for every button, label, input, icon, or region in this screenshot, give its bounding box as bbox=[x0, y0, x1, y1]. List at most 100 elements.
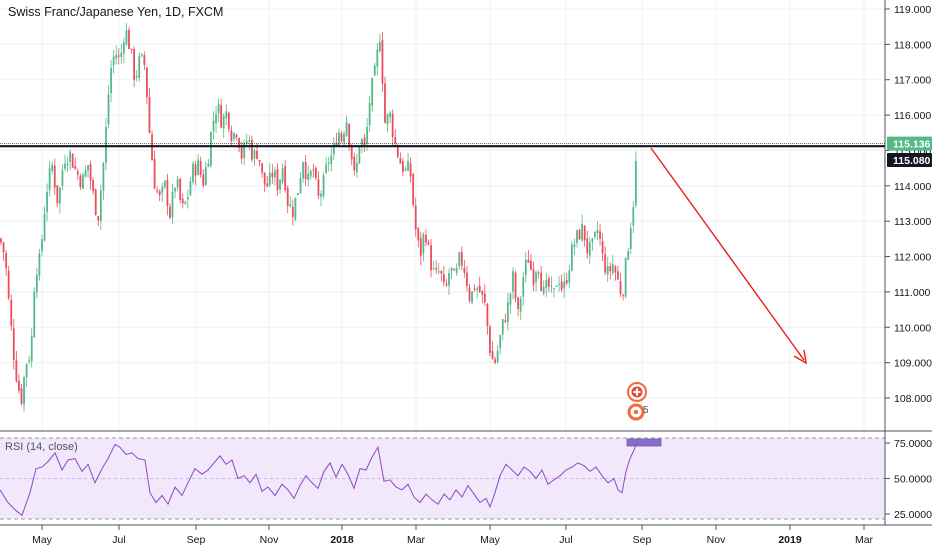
candle[interactable] bbox=[286, 185, 289, 214]
candle[interactable] bbox=[217, 98, 220, 123]
candle[interactable] bbox=[320, 190, 322, 207]
candle[interactable] bbox=[297, 193, 299, 196]
candle[interactable] bbox=[601, 233, 604, 262]
last-price-tag[interactable]: 115.136 bbox=[887, 136, 932, 151]
candle[interactable] bbox=[332, 137, 335, 160]
candle[interactable] bbox=[94, 188, 97, 216]
candle[interactable] bbox=[12, 318, 15, 370]
candle[interactable] bbox=[56, 185, 59, 207]
candle[interactable] bbox=[547, 275, 550, 293]
candle[interactable] bbox=[163, 180, 166, 190]
candle[interactable] bbox=[611, 255, 614, 276]
candle[interactable] bbox=[112, 50, 115, 74]
candle[interactable] bbox=[53, 158, 56, 195]
candle[interactable] bbox=[74, 157, 77, 171]
candle[interactable] bbox=[394, 129, 397, 147]
candle[interactable] bbox=[135, 70, 138, 82]
candle[interactable] bbox=[258, 160, 261, 167]
candle[interactable] bbox=[250, 135, 253, 162]
candle[interactable] bbox=[148, 87, 151, 134]
candle[interactable] bbox=[466, 265, 468, 292]
candle[interactable] bbox=[417, 227, 420, 248]
candle[interactable] bbox=[276, 163, 279, 197]
candle[interactable] bbox=[0, 237, 2, 245]
candle[interactable] bbox=[460, 246, 463, 271]
candle[interactable] bbox=[599, 223, 601, 246]
candle[interactable] bbox=[494, 356, 496, 365]
candle[interactable] bbox=[524, 251, 527, 283]
candle[interactable] bbox=[437, 262, 440, 275]
candle[interactable] bbox=[23, 375, 25, 413]
candle[interactable] bbox=[38, 248, 41, 281]
price-pane[interactable] bbox=[0, 0, 885, 430]
candle[interactable] bbox=[43, 206, 46, 242]
candle[interactable] bbox=[33, 287, 36, 338]
candle[interactable] bbox=[15, 350, 18, 383]
candle[interactable] bbox=[353, 152, 356, 176]
candle[interactable] bbox=[537, 270, 540, 280]
candle[interactable] bbox=[179, 177, 182, 204]
candle[interactable] bbox=[581, 214, 584, 243]
candle[interactable] bbox=[565, 272, 568, 286]
candle[interactable] bbox=[578, 228, 581, 240]
candle[interactable] bbox=[238, 137, 240, 152]
candle[interactable] bbox=[76, 168, 79, 180]
candle[interactable] bbox=[609, 262, 612, 280]
candle[interactable] bbox=[97, 215, 100, 227]
candle[interactable] bbox=[46, 183, 48, 222]
candle[interactable] bbox=[128, 26, 130, 50]
candle[interactable] bbox=[517, 296, 520, 317]
candle[interactable] bbox=[409, 157, 412, 183]
candle[interactable] bbox=[41, 234, 43, 256]
candle[interactable] bbox=[199, 156, 202, 178]
candle[interactable] bbox=[327, 157, 330, 172]
candle[interactable] bbox=[514, 270, 517, 303]
candle[interactable] bbox=[69, 149, 72, 171]
candle[interactable] bbox=[414, 197, 417, 237]
candle[interactable] bbox=[171, 184, 174, 225]
candle[interactable] bbox=[489, 324, 491, 357]
candle[interactable] bbox=[222, 113, 225, 138]
candle[interactable] bbox=[169, 203, 171, 220]
candle[interactable] bbox=[594, 230, 596, 240]
candle[interactable] bbox=[535, 270, 537, 292]
candle[interactable] bbox=[440, 270, 443, 282]
candle[interactable] bbox=[125, 23, 128, 47]
candle[interactable] bbox=[64, 154, 66, 172]
candle[interactable] bbox=[355, 154, 358, 178]
candle[interactable] bbox=[617, 265, 619, 281]
candle[interactable] bbox=[368, 95, 371, 133]
candle[interactable] bbox=[309, 169, 312, 180]
candle[interactable] bbox=[110, 60, 112, 103]
candle[interactable] bbox=[419, 231, 422, 266]
candle[interactable] bbox=[586, 230, 589, 259]
candle[interactable] bbox=[51, 161, 54, 175]
candle[interactable] bbox=[317, 171, 320, 200]
candle[interactable] bbox=[506, 292, 509, 331]
rsi-value-marker[interactable] bbox=[626, 438, 662, 447]
candle[interactable] bbox=[570, 240, 573, 272]
candle[interactable] bbox=[84, 165, 87, 178]
candle[interactable] bbox=[481, 290, 484, 304]
candle[interactable] bbox=[58, 186, 61, 214]
candle[interactable] bbox=[619, 272, 622, 297]
candle[interactable] bbox=[343, 130, 345, 148]
candle[interactable] bbox=[245, 133, 248, 147]
candle[interactable] bbox=[463, 260, 466, 278]
candle[interactable] bbox=[146, 66, 148, 105]
candle[interactable] bbox=[445, 279, 448, 287]
candle[interactable] bbox=[28, 355, 31, 365]
candle[interactable] bbox=[371, 77, 374, 112]
candle[interactable] bbox=[407, 152, 409, 172]
candle[interactable] bbox=[210, 131, 212, 169]
candle[interactable] bbox=[204, 162, 207, 186]
candle[interactable] bbox=[381, 31, 384, 92]
candle[interactable] bbox=[5, 250, 8, 277]
candle[interactable] bbox=[174, 186, 176, 199]
candle[interactable] bbox=[634, 151, 637, 208]
candle[interactable] bbox=[186, 189, 189, 209]
candle[interactable] bbox=[10, 294, 13, 331]
candle[interactable] bbox=[358, 145, 361, 165]
candle[interactable] bbox=[591, 238, 594, 251]
